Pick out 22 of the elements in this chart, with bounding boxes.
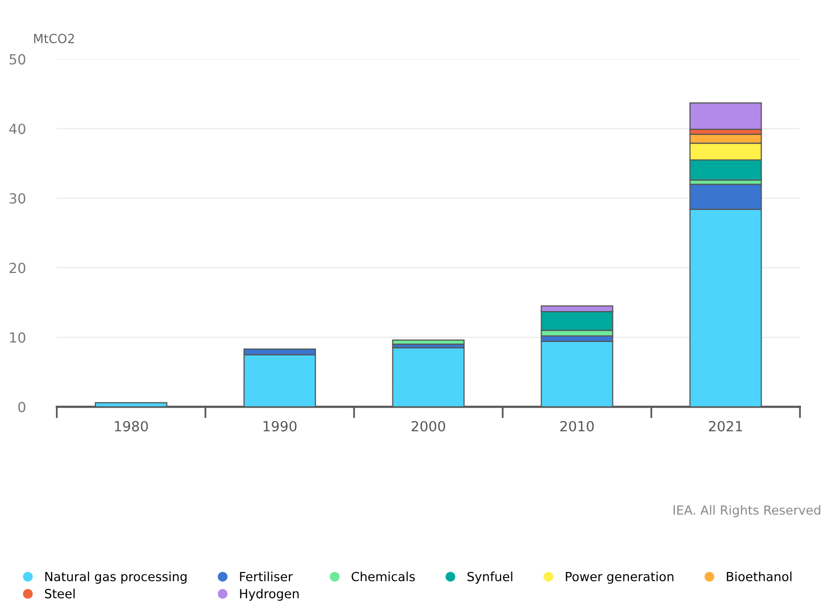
y-tick-label: 20 [10, 262, 26, 274]
y-tick-label: 30 [10, 193, 26, 204]
x-tick-label: 2021 [708, 420, 742, 432]
y-tick-label: 40 [9, 124, 26, 134]
x-tick-label: 1990 [264, 420, 296, 432]
legend-label: Chemicals [352, 572, 415, 582]
x-tick-label: 2000 [412, 420, 446, 432]
legend-label: Synfuel [468, 572, 512, 584]
legend-label: Hydrogen [240, 588, 299, 601]
y-tick-label: 0 [18, 402, 26, 412]
legend-label: Power generation [566, 572, 674, 584]
y-tick-label: 10 [10, 332, 26, 343]
legend-label: Bioethanol [726, 572, 792, 582]
text: IEA. All Rights Reserved [674, 505, 820, 518]
x-tick-label: 2010 [560, 420, 594, 432]
bar [392, 339, 465, 345]
y-tick-label: 50 [10, 54, 26, 65]
y-axis-title: MtCO2 [34, 34, 74, 44]
x-tick-label: 1980 [114, 420, 148, 432]
legend-label: Natural gas processing [45, 572, 186, 584]
legend-label: Fertiliser [240, 572, 293, 582]
legend-label: Steel [44, 588, 75, 598]
